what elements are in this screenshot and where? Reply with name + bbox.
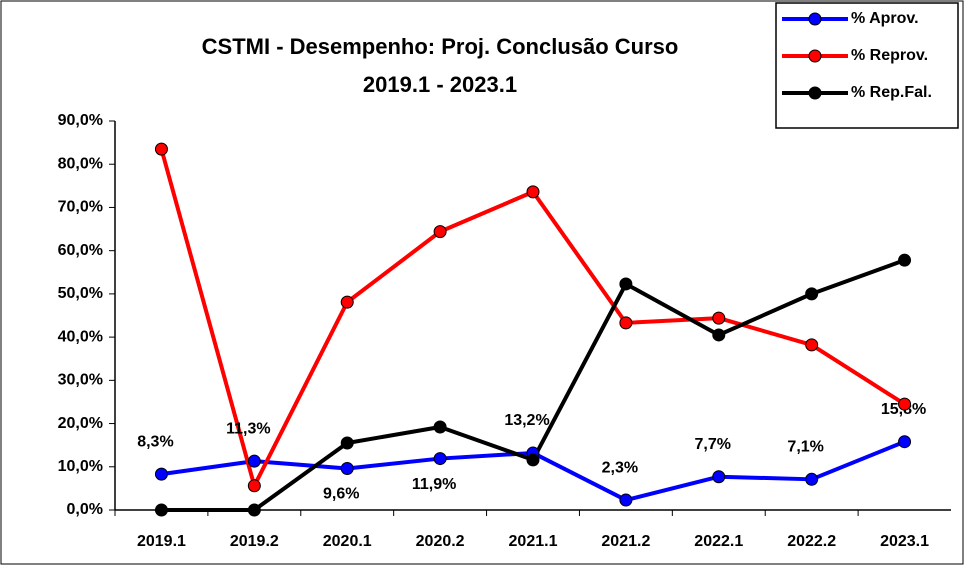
legend-marker <box>808 86 822 100</box>
data-point <box>712 311 726 325</box>
y-tick-label: 60,0% <box>58 242 103 259</box>
data-point <box>154 142 168 156</box>
data-point <box>619 493 633 507</box>
x-tick-label: 2019.1 <box>137 533 186 550</box>
data-point <box>805 287 819 301</box>
data-point <box>154 503 168 517</box>
x-tick-label: 2022.2 <box>787 533 836 550</box>
data-label: 8,3% <box>137 433 173 450</box>
y-tick-label: 10,0% <box>58 458 103 475</box>
data-label: 11,3% <box>226 420 270 437</box>
data-point <box>898 435 912 449</box>
data-point <box>805 472 819 486</box>
data-point <box>433 420 447 434</box>
data-label: 7,7% <box>695 436 731 453</box>
legend-label: % Rep.Fal. <box>851 84 932 101</box>
y-tick-label: 20,0% <box>58 415 103 432</box>
data-point <box>340 295 354 309</box>
y-tick-label: 30,0% <box>58 372 103 389</box>
data-point <box>154 467 168 481</box>
data-point <box>247 503 261 517</box>
y-tick-label: 50,0% <box>58 285 103 302</box>
data-label: 11,9% <box>412 476 456 493</box>
x-tick-label: 2019.2 <box>230 533 279 550</box>
data-point <box>619 316 633 330</box>
legend-label: % Reprov. <box>851 47 928 64</box>
y-tick-label: 80,0% <box>58 155 103 172</box>
x-tick-label: 2021.2 <box>601 533 650 550</box>
data-point <box>433 452 447 466</box>
legend-label: % Aprov. <box>851 10 919 27</box>
data-point <box>898 253 912 267</box>
legend-marker <box>808 49 822 63</box>
data-point <box>712 328 726 342</box>
chart-subtitle: 2019.1 - 2023.1 <box>363 72 517 97</box>
y-tick-label: 90,0% <box>58 112 103 129</box>
data-point <box>526 185 540 199</box>
data-label: 13,2% <box>504 412 549 429</box>
legend-marker <box>808 12 822 26</box>
y-tick-label: 0,0% <box>67 501 103 518</box>
data-point <box>619 277 633 291</box>
data-point <box>712 470 726 484</box>
x-tick-label: 2020.1 <box>323 533 372 550</box>
x-tick-label: 2020.2 <box>416 533 465 550</box>
data-point <box>247 479 261 493</box>
chart-title: CSTMI - Desempenho: Proj. Conclusão Curs… <box>202 34 679 59</box>
data-label: 2,3% <box>602 459 638 476</box>
data-point <box>433 225 447 239</box>
data-point <box>247 454 261 468</box>
y-tick-label: 70,0% <box>58 199 103 216</box>
data-point <box>340 462 354 476</box>
data-label: 9,6% <box>323 486 359 503</box>
x-tick-label: 2021.1 <box>509 533 558 550</box>
x-tick-label: 2022.1 <box>694 533 743 550</box>
data-point <box>898 397 912 411</box>
data-label: 7,1% <box>787 439 823 456</box>
x-tick-label: 2023.1 <box>880 533 929 550</box>
legend-box <box>775 2 959 129</box>
data-point <box>805 338 819 352</box>
data-point <box>526 453 540 467</box>
y-tick-label: 40,0% <box>58 328 103 345</box>
data-point <box>340 436 354 450</box>
